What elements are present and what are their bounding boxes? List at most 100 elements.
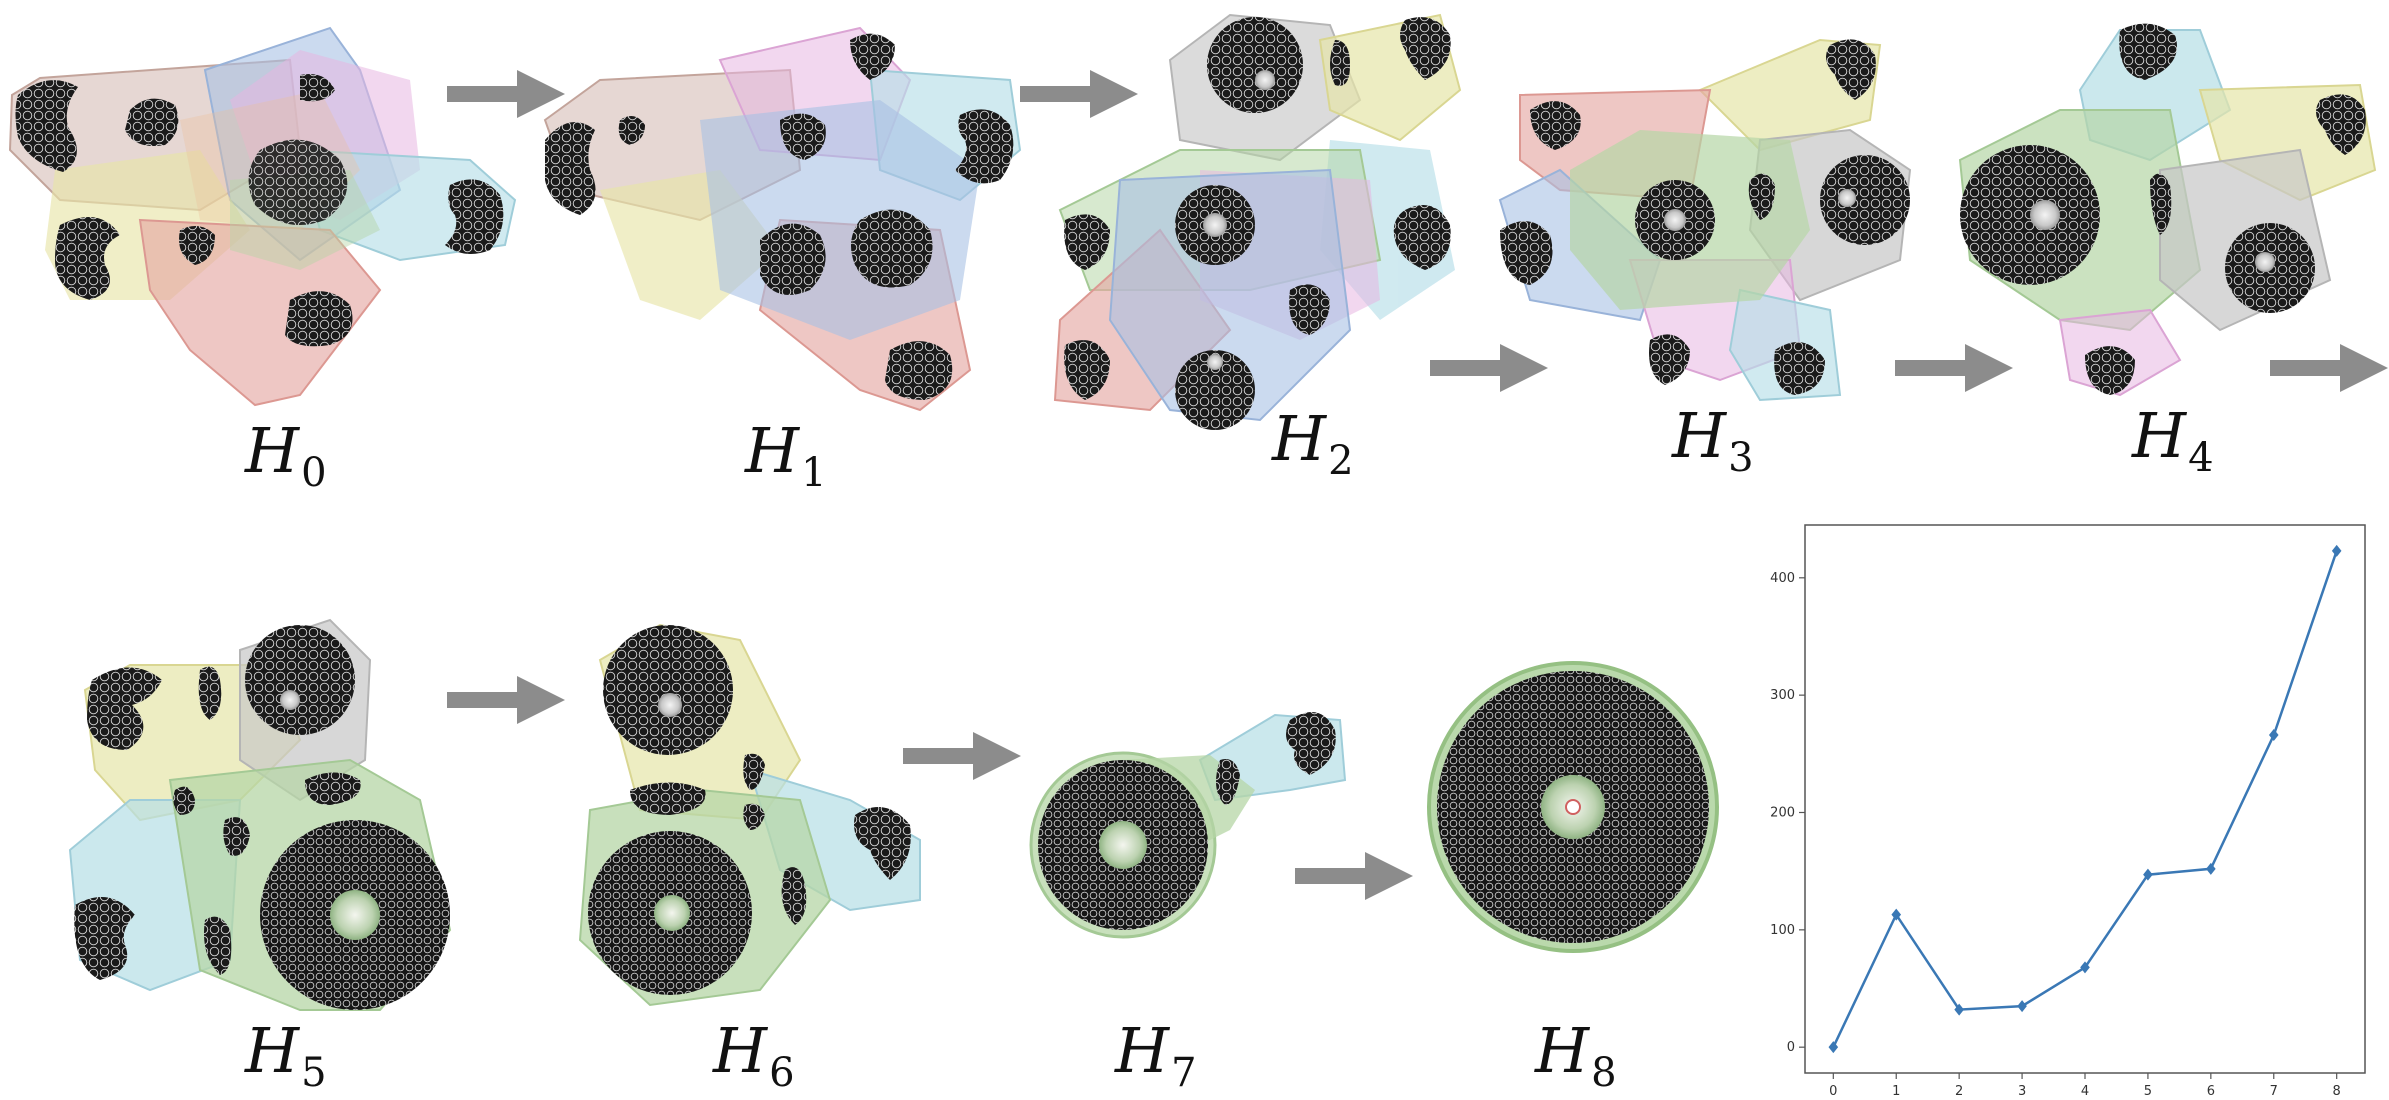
core (1207, 354, 1223, 370)
series-markers (1828, 544, 2342, 1054)
data-point (1954, 1003, 1964, 1016)
panel-h0 (8, 26, 517, 407)
node-clusters-h0 (15, 74, 504, 347)
panel-h4 (1958, 23, 2377, 397)
node-clusters-h5 (74, 625, 450, 1010)
cluster (2085, 346, 2135, 395)
data-point (2206, 862, 2216, 875)
cluster (760, 223, 826, 295)
hyperedge-cyan (1320, 140, 1455, 320)
cluster (15, 80, 78, 172)
cluster (1207, 17, 1303, 113)
y-tick-label: 300 (1770, 688, 1795, 703)
cluster (1774, 342, 1825, 395)
cluster (603, 625, 733, 755)
cluster (630, 782, 706, 815)
y-axis-ticks: 0 100 200 300 400 (1770, 571, 1805, 1055)
x-tick-label: 4 (2081, 1084, 2089, 1099)
node-clusters-h4 (1960, 23, 2366, 395)
panel-h1 (543, 26, 1022, 412)
arrow-right-icon (1020, 70, 1138, 118)
node-clusters-h7 (1038, 712, 1336, 930)
hypergraph-h3 (1498, 38, 1912, 402)
panel-label-h5: H5 (244, 1014, 327, 1096)
data-point (2017, 1000, 2027, 1013)
cluster (1289, 284, 1330, 335)
arrow-right-icon (2270, 344, 2388, 392)
core (2255, 252, 2275, 272)
cluster (850, 33, 895, 80)
panel-h6 (578, 623, 921, 1007)
cluster (245, 625, 355, 735)
hyperedge-blue (1108, 168, 1352, 422)
data-point (2080, 961, 2090, 974)
x-tick-label: 5 (2144, 1084, 2152, 1099)
cluster (743, 753, 765, 790)
cluster (780, 113, 826, 160)
cluster (1175, 350, 1255, 430)
cluster (1530, 101, 1581, 150)
cluster (248, 139, 348, 225)
cluster (2150, 173, 2172, 235)
transition-arrows (447, 70, 2388, 900)
cluster (2316, 94, 2366, 155)
core (2030, 200, 2060, 230)
hypergraph-h1 (543, 26, 1022, 412)
cluster (223, 817, 250, 856)
panel-label-h6: H6 (712, 1014, 795, 1096)
x-tick-label: 3 (2018, 1084, 2026, 1099)
panel-label-h3: H3 (1671, 399, 1754, 481)
cluster (305, 772, 361, 805)
data-point (1891, 908, 1902, 921)
core (1099, 821, 1147, 869)
cluster (955, 109, 1014, 184)
x-tick-label: 1 (1892, 1084, 1900, 1099)
cluster (179, 226, 215, 265)
data-point (2331, 544, 2342, 557)
arrow-right-icon (447, 70, 565, 118)
line-chart: 0 1 2 3 4 5 6 7 8 0 100 200 300 400 (1770, 524, 2366, 1099)
node-clusters-h3 (1500, 39, 1910, 395)
x-tick-label: 0 (1829, 1084, 1837, 1099)
cluster (300, 74, 335, 102)
cluster (854, 807, 911, 880)
panel-h2 (1053, 13, 1462, 430)
y-tick-label: 100 (1770, 923, 1795, 938)
core-node (1565, 799, 1581, 815)
cluster (1826, 39, 1876, 100)
x-tick-label: 8 (2333, 1084, 2341, 1099)
cluster (1820, 155, 1910, 245)
cluster (87, 667, 162, 750)
panel-label-h8: H8 (1534, 1014, 1617, 1096)
plot-frame (1804, 524, 2366, 1074)
cluster (885, 341, 953, 400)
cluster (1216, 759, 1240, 805)
cluster (1748, 173, 1775, 220)
x-tick-label: 2 (1955, 1084, 1963, 1099)
core (658, 693, 682, 717)
y-tick-label: 400 (1770, 571, 1795, 586)
cluster (743, 803, 765, 830)
core (1664, 209, 1686, 231)
cluster (198, 666, 222, 720)
x-tick-label: 7 (2270, 1084, 2278, 1099)
core (330, 890, 380, 940)
cluster (1330, 40, 1350, 86)
cluster (545, 122, 596, 215)
panel-h8 (1427, 661, 1719, 953)
hyperedge-red (138, 218, 382, 407)
panel-label-h2: H2 (1271, 402, 1354, 484)
arrow-right-icon (1295, 852, 1413, 900)
core (280, 690, 300, 710)
cluster (618, 116, 645, 145)
data-point (2268, 729, 2279, 742)
y-tick-label: 200 (1770, 805, 1795, 820)
cluster (1286, 712, 1336, 775)
cluster (781, 867, 807, 925)
core (1203, 213, 1227, 237)
hypergraph-h0 (8, 26, 517, 407)
core (654, 895, 690, 931)
cluster (1064, 214, 1110, 270)
panel-label-h7: H7 (1114, 1014, 1197, 1096)
